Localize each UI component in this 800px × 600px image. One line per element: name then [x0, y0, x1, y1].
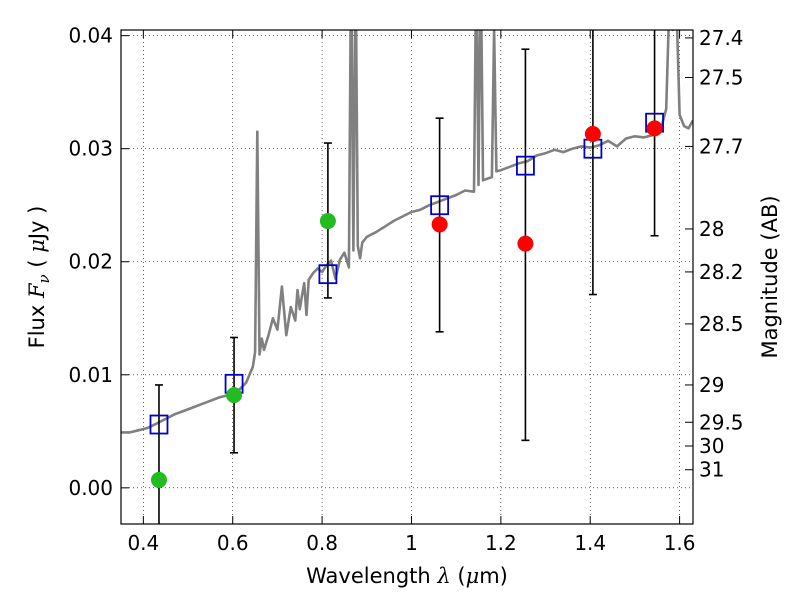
x-tick-label: 1	[405, 531, 418, 555]
y2-tick-label: 31	[699, 458, 724, 482]
plot-frame	[120, 29, 694, 525]
model-photometry-group	[149, 112, 664, 435]
axis-ticks: 0.4 0.6 0.8 1 1.2 1.4 1.6 0.00 0.01 0.02 0.03 0.04 2…	[68, 24, 743, 555]
error-bars-group	[154, 30, 659, 524]
y2-tick-label: 30	[699, 434, 724, 458]
data-point-circle	[150, 471, 167, 488]
y2-tick-label: 29	[699, 373, 724, 397]
y2-tick-label: 27.7	[699, 134, 744, 158]
model-point-square	[149, 414, 169, 435]
x-tick-label: 1.4	[574, 531, 606, 555]
y2-tick-label: 27.5	[699, 65, 744, 89]
x-tick-label: 0.8	[306, 531, 338, 555]
data-point-circle	[517, 235, 534, 252]
y2-tick-label: 28.5	[699, 312, 744, 336]
x-tick-label: 0.6	[217, 531, 249, 555]
grid-lines	[121, 30, 693, 524]
y-tick-label: 0.02	[68, 250, 113, 274]
y-tick-label: 0.00	[68, 476, 113, 500]
data-point-circle	[431, 216, 448, 233]
observed-photometry-group	[150, 120, 663, 488]
data-point-circle	[319, 213, 336, 230]
model-point-square	[318, 264, 338, 285]
data-point-circle	[646, 120, 663, 137]
model-spectrum-group	[121, 30, 693, 434]
model-spectrum-line	[121, 30, 693, 434]
x-tick-label: 1.6	[664, 531, 696, 555]
model-point-square	[430, 195, 450, 216]
y2-tick-label: 28	[699, 217, 724, 241]
y2-tick-label: 28.2	[699, 260, 744, 284]
model-point-square	[516, 155, 535, 176]
y2-tick-label: 29.5	[699, 410, 744, 434]
y-tick-label: 0.01	[68, 363, 113, 387]
data-point-circle	[584, 126, 601, 142]
y-tick-label: 0.04	[68, 24, 113, 48]
data-point-circle	[226, 387, 243, 404]
x-axis-title: Wavelength λ (μm)	[306, 564, 508, 588]
y2-tick-label: 27.4	[699, 26, 744, 50]
y2-axis-title: Magnitude (AB)	[758, 195, 782, 358]
x-tick-label: 1.2	[485, 531, 517, 555]
x-tick-label: 0.4	[127, 531, 159, 555]
y-tick-label: 0.03	[68, 137, 113, 161]
y-axis-title: Flux Fν ( μJy )	[25, 206, 53, 349]
